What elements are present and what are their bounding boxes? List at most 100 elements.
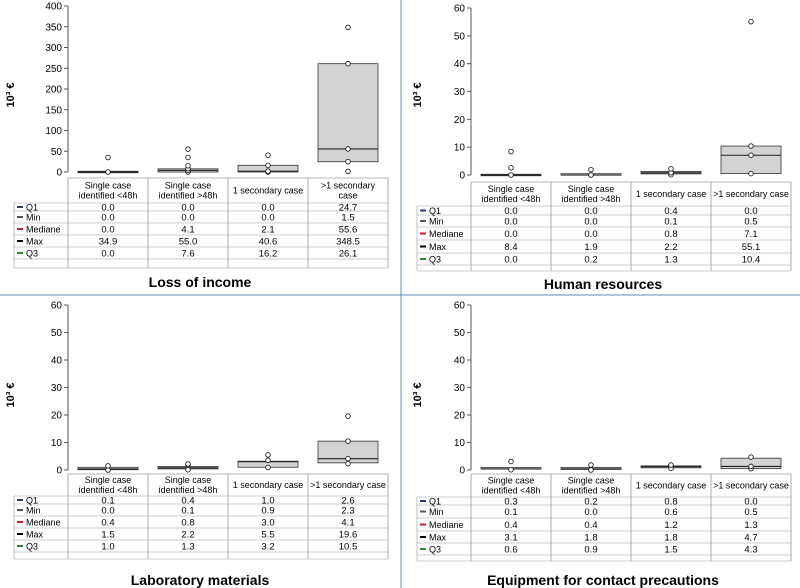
table-cell: 0.3 [504,497,517,508]
table-cell: 0.1 [504,507,517,518]
table-cell: 0.4 [504,520,517,531]
stat-label-max: Max [26,237,44,247]
category-label-line-1: Single case [568,476,615,486]
outlier-point [185,163,191,169]
outlier-point [265,452,271,458]
outlier-point [105,463,111,469]
table-cell: 1.0 [101,542,114,553]
table-cell: 0.0 [101,506,114,517]
category-label-line-2: identified >48h [159,485,218,495]
stat-label-q1: Q1 [26,496,38,506]
y-tick-label: 60 [51,301,63,312]
chart-title: Human resources [544,276,662,292]
category-label-3: 1 secondary case [233,480,304,490]
y-tick-label: 60 [454,301,466,312]
y-tick-label: 10 [454,438,466,449]
category-label-line-1: Single case [488,476,535,486]
table-cell: 1.3 [664,255,677,266]
table-cell: 55.6 [339,225,358,236]
table-cell: 0.0 [744,497,757,508]
outlier-point [508,458,514,465]
table-cell: 1.3 [744,520,757,531]
table-cell: 8.4 [504,242,517,253]
outlier-point [265,162,271,169]
category-label-line-2: identified <48h [482,194,541,204]
table-cell: 2.2 [181,530,194,541]
table-cell: 0.0 [504,255,517,266]
category-label-1: Single case identified <48h [482,184,541,204]
table-cell: 0.0 [504,206,517,217]
y-tick-label: 10 [51,438,63,449]
stat-label-max: Max [429,242,447,252]
table-cell: 0.4 [101,518,114,529]
table-cell: 0.0 [584,206,597,217]
table-cell: 1.5 [101,530,114,541]
outlier-point [105,154,111,161]
outlier-point [265,464,271,471]
stat-label-mediane: Mediane [429,229,464,239]
outlier-point [345,455,351,462]
outlier-point [748,170,754,177]
category-label-4: >1 secondary case [713,481,789,491]
chart-title: Laboratory materials [131,572,270,588]
table-cell: 34.9 [99,237,118,248]
table-cell: 0.8 [181,518,194,529]
outlier-point [748,454,754,460]
table-cell: 0.9 [584,545,597,556]
table-cell: 348.5 [336,237,360,248]
outlier-point [185,146,191,152]
stat-label-min: Min [429,217,444,227]
y-tick-label: 30 [454,87,466,98]
category-label-3: 1 secondary case [636,481,707,491]
category-label-4: >1 secondary case [713,189,789,199]
table-cell: 0.0 [261,203,274,214]
chart-title: Loss of income [149,274,252,290]
category-label-line-2: identified >48h [562,194,621,204]
y-tick-label: 20 [454,115,466,126]
table-cell: 1.3 [181,542,194,553]
table-cell: 0.1 [181,506,194,517]
outlier-point [345,413,351,419]
y-tick-label: 150 [45,105,62,116]
outlier-point [508,148,514,155]
category-label-2: Single case identified >48h [159,475,218,495]
outlier-point [508,466,514,473]
y-tick-label: 50 [454,31,466,42]
table-cell: 3.0 [261,518,274,529]
table-cell: 0.6 [664,507,677,518]
table-cell: 10.4 [742,255,761,266]
outlier-point [588,467,594,473]
table-cell: 0.2 [584,255,597,266]
outlier-point [508,172,514,178]
outlier-point [748,143,754,149]
table-cell: 19.6 [339,530,358,541]
table-cell: 0.8 [664,497,677,508]
table-cell: 1.8 [584,533,597,544]
outlier-point [185,154,191,161]
table-cell: 0.0 [261,213,274,224]
y-tick-label: 40 [51,356,63,367]
stat-label-mediane: Mediane [429,520,464,530]
table-cell: 7.6 [181,249,194,260]
category-label-2: Single case identified >48h [159,181,218,201]
category-label-line-2: identified <48h [79,485,138,495]
table-cell: 4.1 [341,518,354,529]
outlier-point [345,168,351,175]
chart-title: Equipment for contact precautions [487,572,719,588]
table-cell: 24.7 [339,203,358,214]
stat-label-mediane: Mediane [26,518,61,528]
y-tick-label: 50 [51,328,63,339]
outlier-point [588,166,594,173]
y-tick-label: 40 [454,356,466,367]
table-cell: 1.2 [664,520,677,531]
stat-label-min: Min [26,213,41,223]
y-tick-label: 40 [454,59,466,70]
y-tick-label: 10 [454,143,466,154]
table-cell: 0.8 [664,229,677,240]
y-tick-label: 50 [51,147,63,158]
stat-label-min: Min [26,506,41,516]
table-cell: 4.1 [181,225,194,236]
table-cell: 3.2 [261,542,274,553]
table-cell: 7.1 [744,229,757,240]
category-label-2: Single case identified >48h [562,184,621,204]
